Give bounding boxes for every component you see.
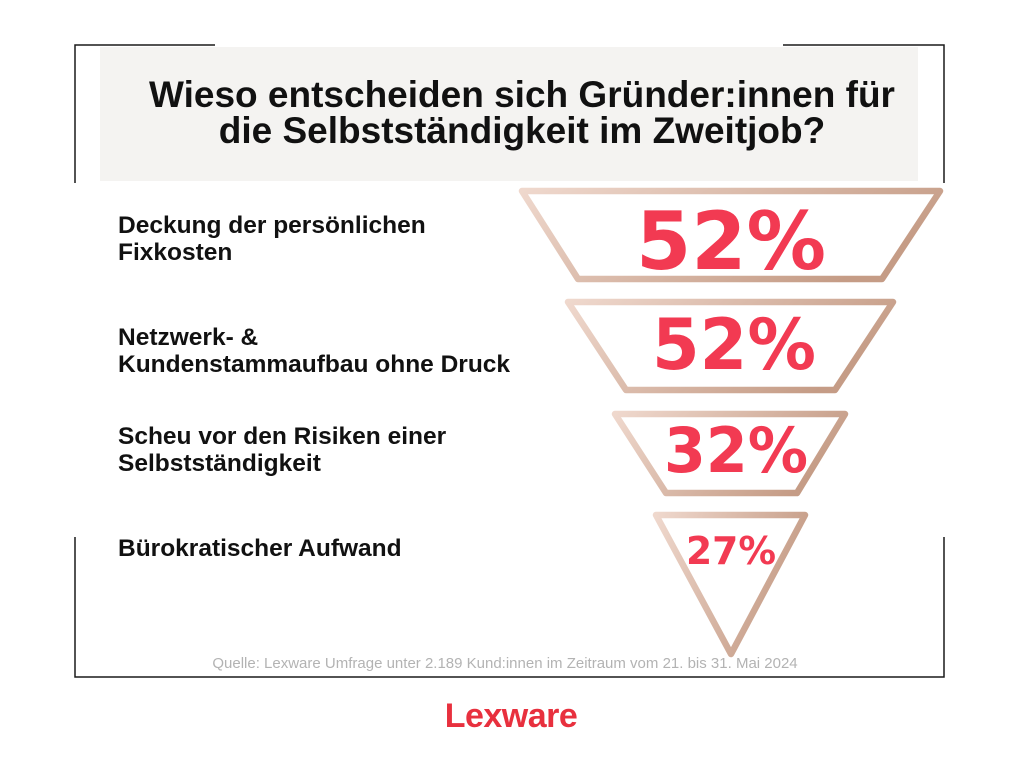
value-label-3: 32% (664, 414, 808, 487)
category-label-1: Deckung der persönlichen Fixkosten (118, 212, 426, 266)
frame-bottom (74, 537, 945, 678)
value-label-2: 52% (652, 304, 816, 386)
title-background (100, 47, 918, 181)
lexware-logo: Lexware (444, 697, 578, 735)
category-label-4: Bürokratischer Aufwand (118, 535, 402, 562)
funnel (518, 187, 944, 658)
category-label-3: Scheu vor den Risiken einer Selbstständi… (118, 423, 447, 477)
source-note: Quelle: Lexware Umfrage unter 2.189 Kund… (212, 655, 798, 672)
frame (74, 44, 945, 678)
value-label-4: 27% (686, 529, 776, 573)
funnel-segment-2 (564, 298, 897, 394)
value-label-1: 52% (636, 195, 826, 288)
funnel-segment-1 (518, 187, 944, 283)
frame-corner-top-left (74, 44, 215, 183)
chart-title: Wieso entscheiden sich Gründer:innen für… (149, 74, 895, 151)
frame-corner-top-right (783, 44, 945, 183)
funnel-segment-3 (611, 410, 849, 497)
funnel-segment-4 (652, 511, 809, 658)
category-label-2: Netzwerk- & Kundenstammaufbau ohne Druck (118, 324, 511, 378)
